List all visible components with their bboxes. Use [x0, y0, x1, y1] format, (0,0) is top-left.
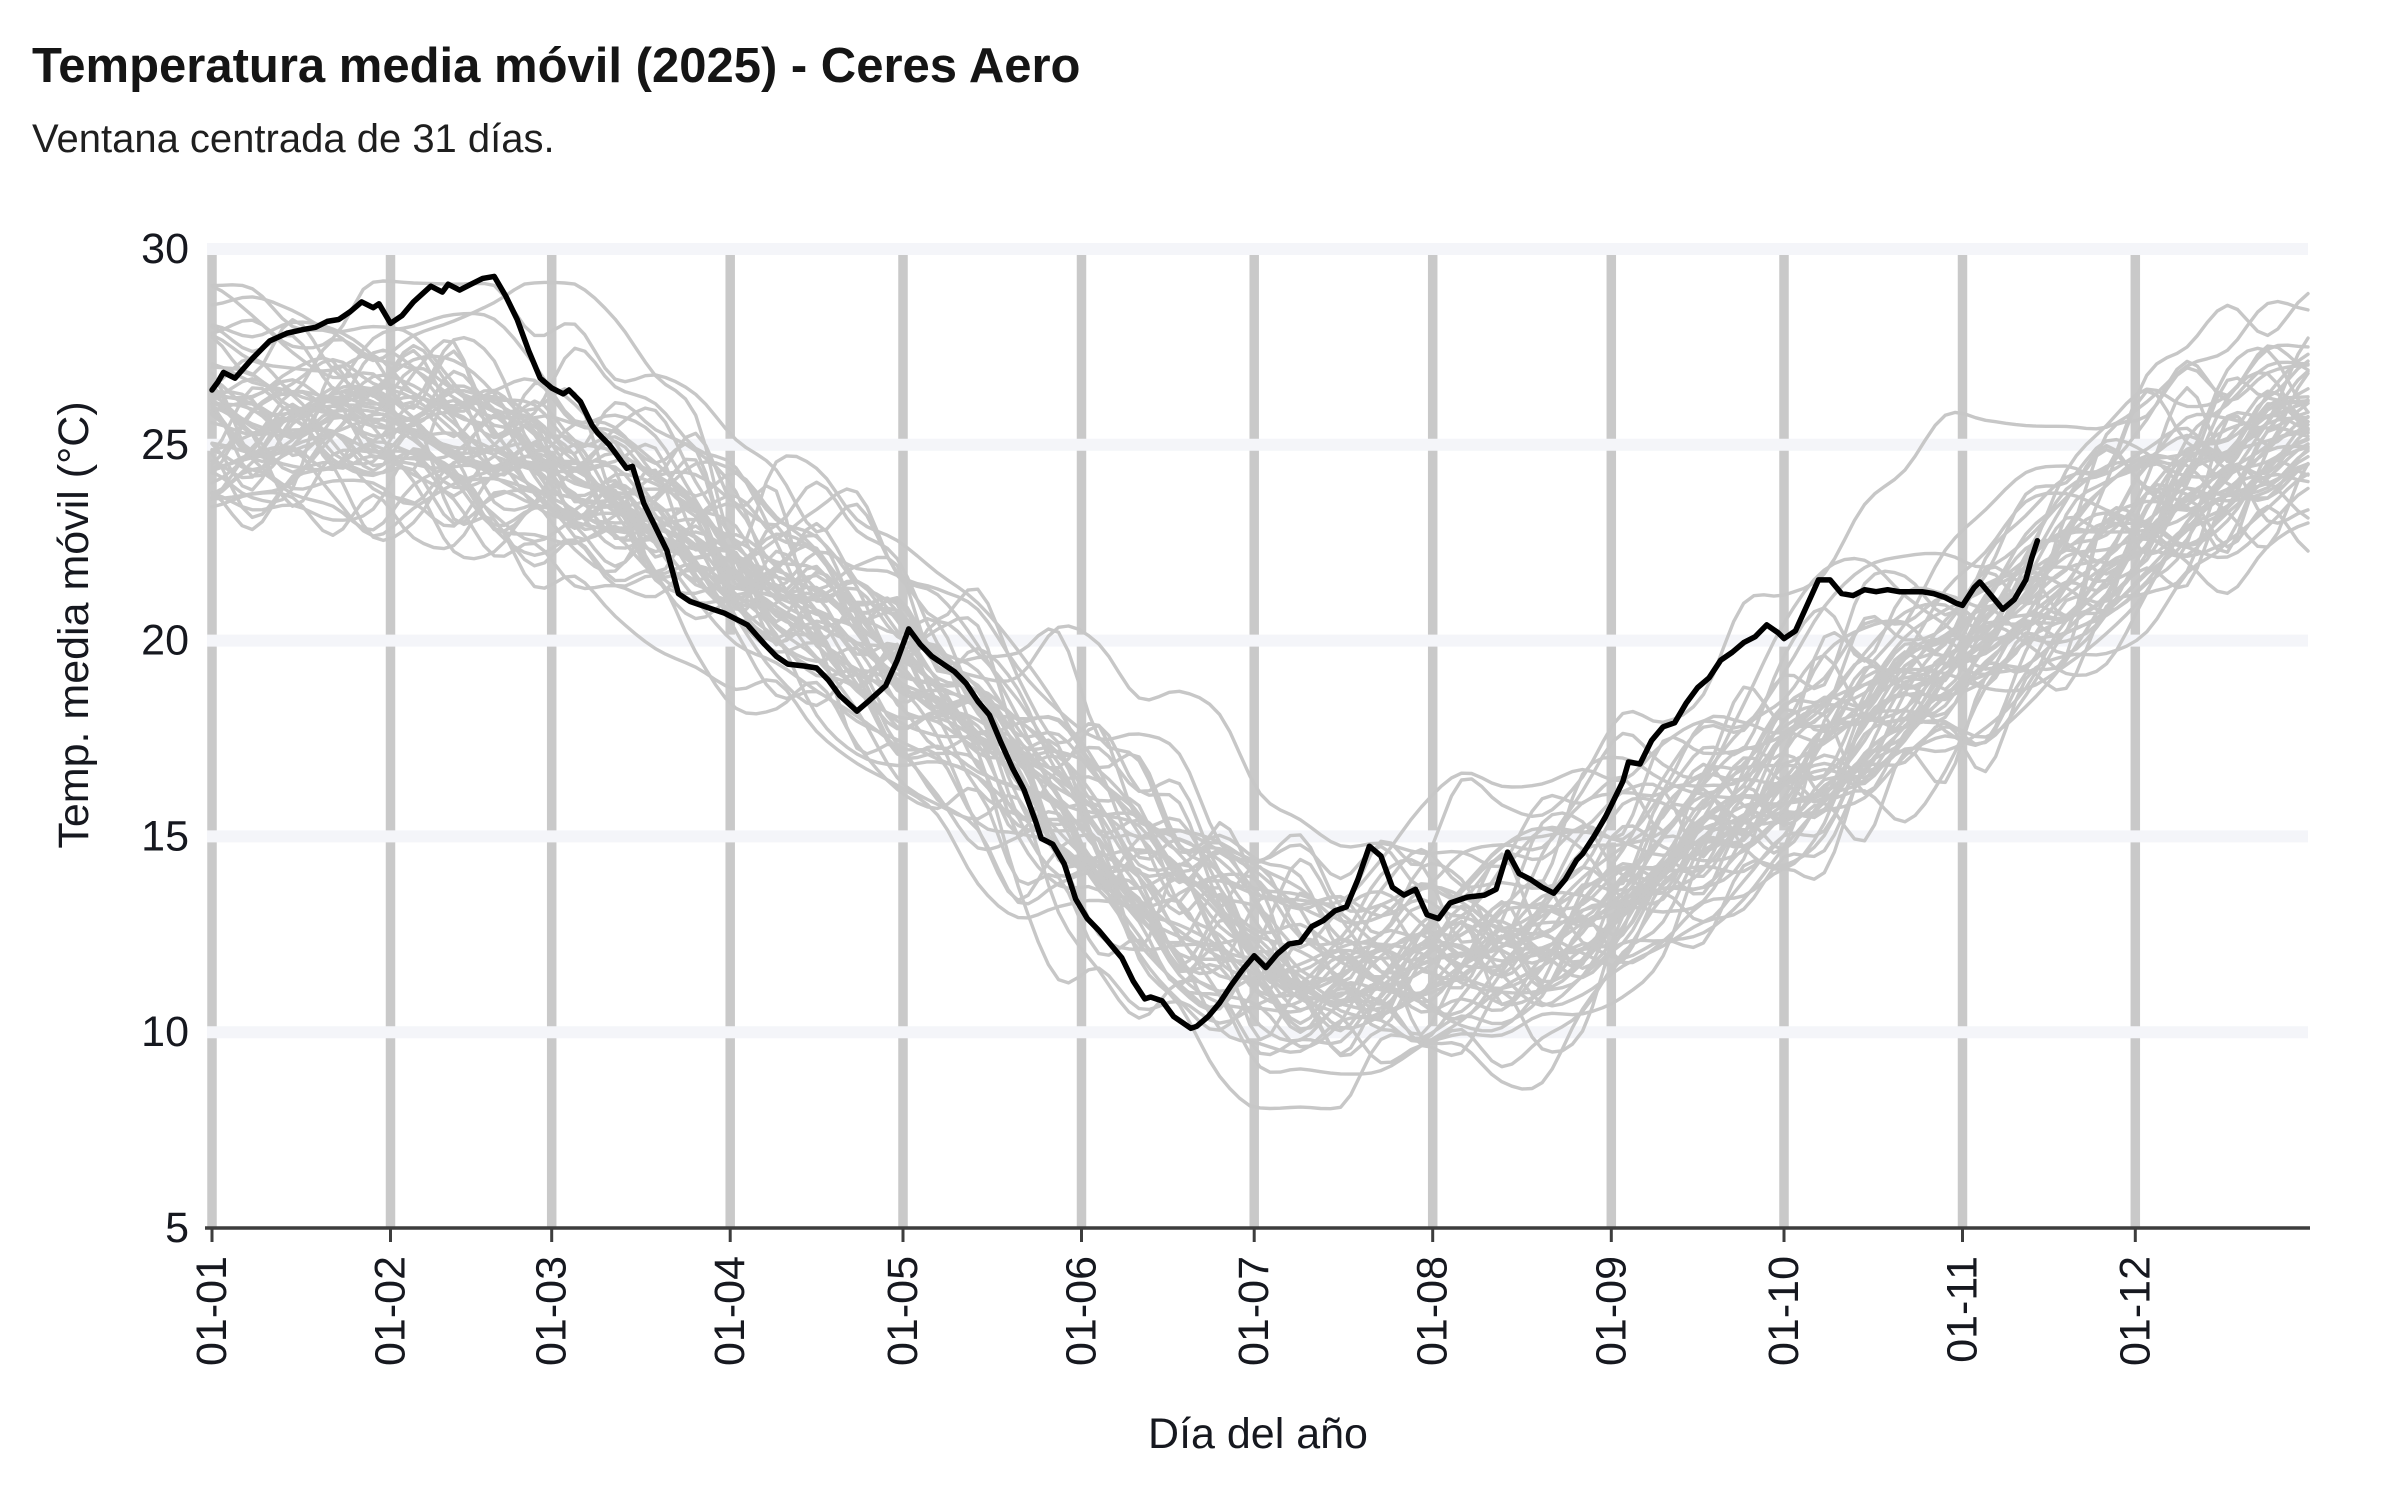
- historical-year-line: [210, 407, 2310, 962]
- x-axis-tick-labels: 01-01 01-02 01-03 01-04 01-05 01-06 01-07 01-08…: [188, 1256, 2159, 1366]
- historical-year-line: [210, 366, 2310, 1021]
- historical-year-line: [210, 412, 2310, 1065]
- y-tick-label: 15: [141, 812, 189, 860]
- historical-year-line: [210, 352, 2310, 1007]
- x-tick-label: 01-08: [1409, 1256, 1457, 1366]
- historical-year-line: [210, 399, 2310, 1017]
- y-axis-tick-labels: 30 25 20 15 10 5: [141, 225, 189, 1252]
- y-tick-label: 30: [141, 225, 189, 273]
- x-tick-label: 01-06: [1058, 1256, 1106, 1366]
- x-tick-label: 01-04: [706, 1256, 754, 1366]
- x-tick-label: 01-01: [188, 1256, 236, 1366]
- x-tick-label: 01-07: [1230, 1256, 1278, 1366]
- historical-year-line: [210, 428, 2310, 1007]
- y-axis-title: Temp. media móvil (°C): [50, 401, 98, 848]
- x-tick-label: 01-10: [1760, 1256, 1808, 1366]
- x-tick-label: 01-09: [1587, 1256, 1635, 1366]
- x-tick-label: 01-05: [879, 1256, 927, 1366]
- line-2025: [209, 273, 2041, 1032]
- x-tick-label: 01-03: [528, 1256, 576, 1366]
- historical-year-line: [210, 318, 2310, 913]
- x-axis-title: Día del año: [1148, 1410, 1368, 1458]
- historical-year-line: [210, 383, 2310, 985]
- y-tick-label: 25: [141, 421, 189, 469]
- y-tick-label: 10: [141, 1008, 189, 1056]
- historical-year-line: [210, 357, 2310, 1026]
- x-tick-label: 01-12: [2111, 1256, 2159, 1366]
- y-tick-label: 5: [165, 1204, 189, 1252]
- historical-year-line: [210, 279, 2310, 920]
- historical-year-line: [210, 408, 2310, 1111]
- chart-title: Temperatura media móvil (2025) - Ceres A…: [32, 39, 1080, 93]
- historical-year-line: [210, 362, 2310, 1069]
- x-tick-label: 01-11: [1939, 1256, 1987, 1363]
- y-tick-label: 20: [141, 617, 189, 665]
- horizontal-gridlines: [207, 243, 2308, 1039]
- historical-ensemble-lines: [210, 279, 2310, 1111]
- historical-year-line: [210, 371, 2310, 1021]
- x-tick-label: 01-02: [367, 1256, 415, 1366]
- chart-subtitle: Ventana centrada de 31 días.: [32, 117, 555, 161]
- historical-year-line: [210, 416, 2310, 1091]
- x-axis-ticks: [210, 1228, 2137, 1242]
